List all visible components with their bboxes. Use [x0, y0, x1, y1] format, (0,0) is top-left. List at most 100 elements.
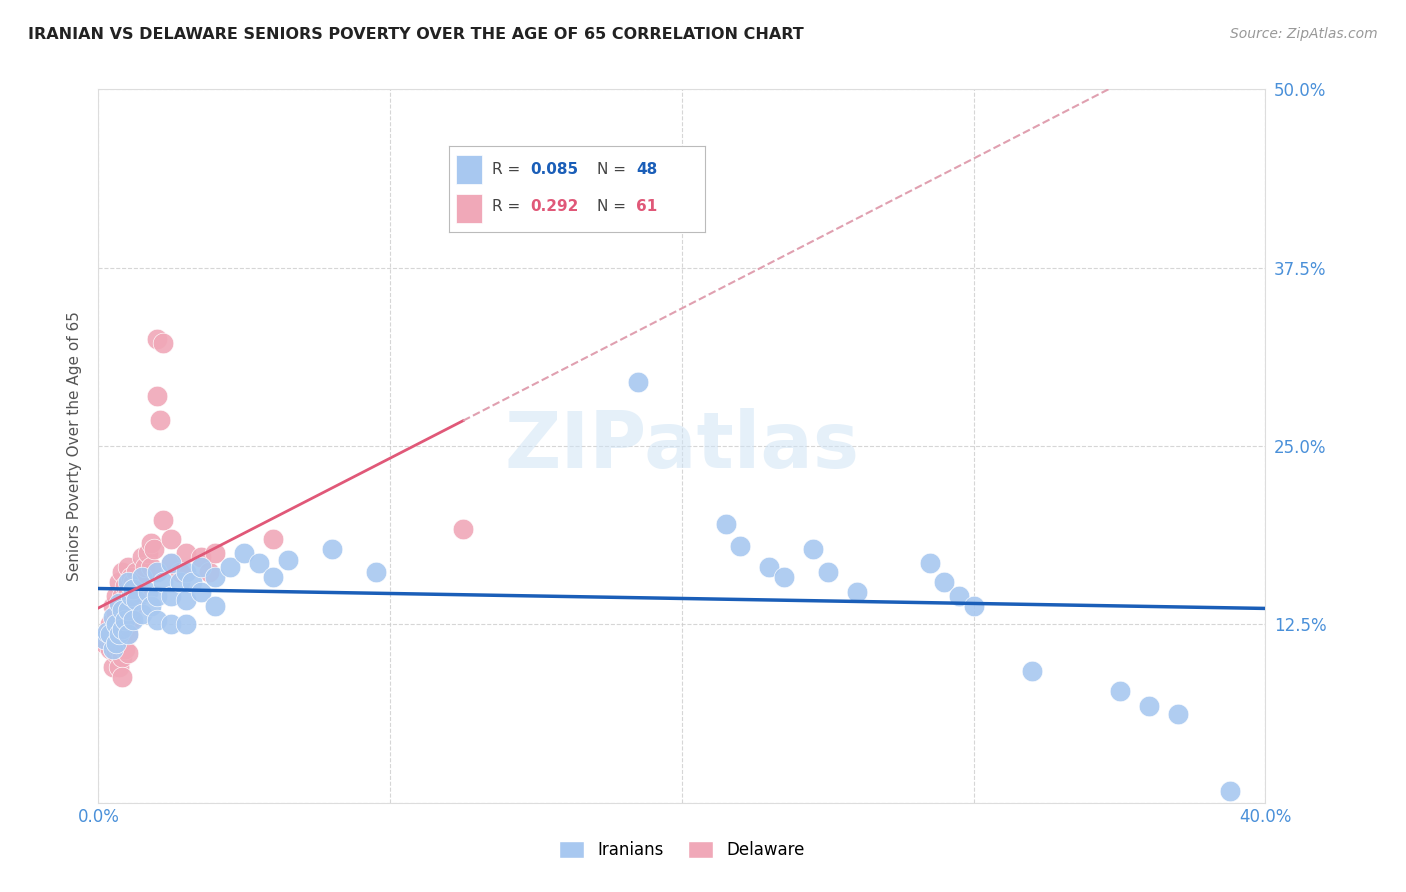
Point — [758, 560, 780, 574]
Point — [111, 670, 134, 684]
Point — [190, 560, 212, 574]
Point — [218, 560, 240, 574]
Point — [247, 556, 270, 570]
Point — [142, 541, 165, 556]
Point — [174, 617, 197, 632]
Point — [117, 584, 139, 599]
Point — [101, 622, 124, 636]
Point — [160, 617, 183, 632]
Point — [262, 570, 284, 584]
Point — [801, 541, 824, 556]
Point — [125, 593, 148, 607]
Point — [204, 599, 226, 613]
Point — [122, 613, 145, 627]
Point — [117, 560, 139, 574]
Point — [152, 574, 174, 589]
Text: N =: N = — [598, 199, 631, 214]
Point — [117, 603, 139, 617]
Point — [96, 624, 118, 639]
Point — [114, 641, 136, 656]
Text: IRANIAN VS DELAWARE SENIORS POVERTY OVER THE AGE OF 65 CORRELATION CHART: IRANIAN VS DELAWARE SENIORS POVERTY OVER… — [28, 27, 804, 42]
Point — [568, 182, 591, 196]
Point — [627, 375, 650, 389]
Bar — [456, 155, 482, 184]
Point — [131, 550, 153, 565]
Point — [174, 593, 197, 607]
Point — [149, 413, 172, 427]
Point — [160, 556, 183, 570]
Point — [111, 613, 134, 627]
Point — [160, 589, 183, 603]
Point — [934, 574, 956, 589]
Point — [114, 622, 136, 636]
Point — [120, 589, 142, 603]
Point — [146, 389, 169, 403]
Point — [117, 574, 139, 589]
Point — [111, 650, 134, 665]
Point — [174, 565, 197, 579]
Point — [204, 546, 226, 560]
Point — [845, 584, 868, 599]
Point — [131, 607, 153, 622]
Point — [174, 546, 197, 560]
Text: R =: R = — [492, 162, 526, 177]
Point — [108, 627, 131, 641]
Point — [321, 541, 343, 556]
Point — [277, 553, 299, 567]
Point — [125, 565, 148, 579]
Point — [131, 570, 153, 584]
Point — [146, 613, 169, 627]
Point — [146, 332, 169, 346]
Point — [114, 613, 136, 627]
Point — [120, 613, 142, 627]
Point — [139, 599, 162, 613]
Point — [728, 539, 751, 553]
Point — [817, 565, 839, 579]
Point — [93, 636, 115, 650]
Point — [146, 565, 169, 579]
Point — [111, 632, 134, 646]
Point — [117, 627, 139, 641]
Point — [93, 632, 115, 646]
Point — [714, 517, 737, 532]
Text: 61: 61 — [636, 199, 657, 214]
Point — [1108, 684, 1130, 698]
Point — [204, 570, 226, 584]
Point — [190, 550, 212, 565]
Point — [111, 603, 134, 617]
Point — [962, 599, 984, 613]
Point — [125, 584, 148, 599]
Text: 0.085: 0.085 — [530, 162, 579, 177]
Point — [262, 532, 284, 546]
Bar — [456, 194, 482, 223]
Point — [101, 660, 124, 674]
Point — [152, 336, 174, 351]
Text: 0.292: 0.292 — [530, 199, 579, 214]
Point — [1167, 707, 1189, 722]
Point — [108, 574, 131, 589]
Point — [180, 574, 202, 589]
Point — [104, 617, 127, 632]
Point — [139, 536, 162, 550]
Point — [98, 641, 121, 656]
Point — [104, 646, 127, 660]
Text: R =: R = — [492, 199, 526, 214]
Point — [117, 646, 139, 660]
Point — [117, 607, 139, 622]
Text: 48: 48 — [636, 162, 657, 177]
Point — [117, 627, 139, 641]
Point — [1137, 698, 1160, 713]
Point — [160, 556, 183, 570]
Point — [96, 627, 118, 641]
Point — [111, 622, 134, 636]
Point — [948, 589, 970, 603]
Point — [111, 565, 134, 579]
Point — [104, 636, 127, 650]
Point — [108, 660, 131, 674]
Point — [198, 565, 221, 579]
Point — [169, 574, 191, 589]
Point — [160, 532, 183, 546]
Point — [114, 579, 136, 593]
Point — [1219, 784, 1241, 798]
Point — [108, 641, 131, 656]
